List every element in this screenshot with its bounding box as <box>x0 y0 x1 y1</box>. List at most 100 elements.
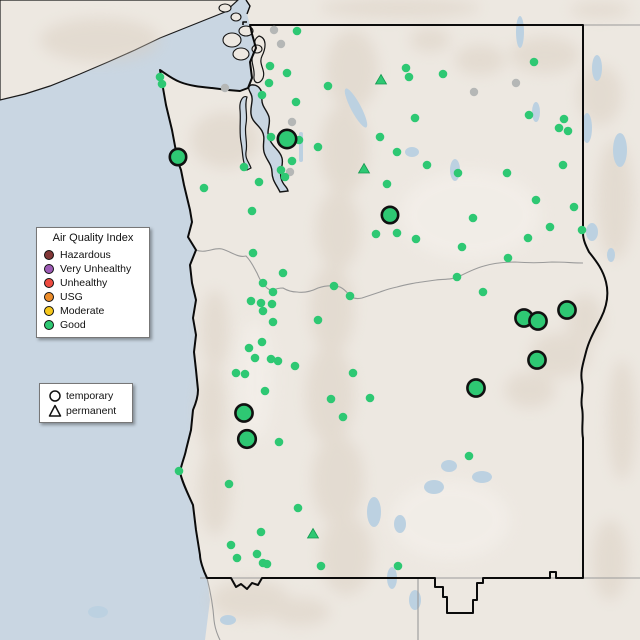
station-dot-good[interactable] <box>239 162 249 172</box>
station-dot-good[interactable] <box>411 234 421 244</box>
station-dot-good[interactable] <box>558 160 568 170</box>
station-dot-good[interactable] <box>240 369 250 379</box>
station-dot-good[interactable] <box>273 356 283 366</box>
station-dot-good[interactable] <box>257 337 267 347</box>
station-dot-good[interactable] <box>313 315 323 325</box>
station-dot-good[interactable] <box>410 113 420 123</box>
station-circle-temporary-good[interactable] <box>236 428 258 450</box>
station-dot-good[interactable] <box>268 317 278 327</box>
station-dot-no-data[interactable] <box>511 78 521 88</box>
station-dot-good[interactable] <box>264 78 274 88</box>
station-dot-good[interactable] <box>224 479 234 489</box>
station-triangle-permanent-good[interactable] <box>306 527 320 539</box>
station-dot-good[interactable] <box>157 79 167 89</box>
station-dot-good[interactable] <box>569 202 579 212</box>
station-dot-good[interactable] <box>563 126 573 136</box>
station-dot-good[interactable] <box>371 229 381 239</box>
station-dot-good[interactable] <box>266 132 276 142</box>
station-dot-good[interactable] <box>280 172 290 182</box>
station-dot-good[interactable] <box>345 291 355 301</box>
station-dot-good[interactable] <box>276 165 286 175</box>
station-dot-no-data[interactable] <box>287 117 297 127</box>
station-dot-good[interactable] <box>531 195 541 205</box>
station-dot-good[interactable] <box>174 466 184 476</box>
station-dot-good[interactable] <box>268 287 278 297</box>
station-dot-good[interactable] <box>554 123 564 133</box>
station-dot-good[interactable] <box>438 69 448 79</box>
station-circle-temporary-good[interactable] <box>276 128 298 150</box>
station-dot-good[interactable] <box>282 68 292 78</box>
station-dot-good[interactable] <box>247 206 257 216</box>
station-dot-good[interactable] <box>392 147 402 157</box>
station-dot-good[interactable] <box>244 343 254 353</box>
station-dot-good[interactable] <box>401 63 411 73</box>
station-dot-good[interactable] <box>252 549 262 559</box>
station-dot-no-data[interactable] <box>269 25 279 35</box>
station-dot-good[interactable] <box>258 278 268 288</box>
station-dot-good[interactable] <box>503 253 513 263</box>
station-dot-good[interactable] <box>338 412 348 422</box>
station-triangle-permanent-good[interactable] <box>357 162 371 174</box>
station-dot-good[interactable] <box>226 540 236 550</box>
station-dot-good[interactable] <box>464 451 474 461</box>
station-circle-temporary-good[interactable] <box>234 403 254 423</box>
station-dot-good[interactable] <box>257 90 267 100</box>
station-dot-good[interactable] <box>348 368 358 378</box>
station-dot-good[interactable] <box>287 156 297 166</box>
station-dot-good[interactable] <box>246 296 256 306</box>
station-dot-good[interactable] <box>262 559 272 569</box>
station-dot-good[interactable] <box>265 61 275 71</box>
station-dot-good[interactable] <box>523 233 533 243</box>
station-dot-good[interactable] <box>375 132 385 142</box>
station-dot-no-data[interactable] <box>469 87 479 97</box>
station-dot-good[interactable] <box>232 553 242 563</box>
station-dot-no-data[interactable] <box>276 39 286 49</box>
station-dot-good[interactable] <box>404 72 414 82</box>
station-dot-good[interactable] <box>250 353 260 363</box>
station-circle-temporary-good[interactable] <box>527 350 547 370</box>
station-dot-no-data[interactable] <box>220 83 230 93</box>
station-triangle-permanent-good[interactable] <box>374 73 388 85</box>
station-dot-good[interactable] <box>254 177 264 187</box>
station-dot-good[interactable] <box>248 248 258 258</box>
station-dot-good[interactable] <box>382 179 392 189</box>
station-dot-good[interactable] <box>256 298 266 308</box>
station-dot-good[interactable] <box>267 299 277 309</box>
station-dot-good[interactable] <box>457 242 467 252</box>
station-dot-good[interactable] <box>422 160 432 170</box>
station-circle-temporary-good[interactable] <box>168 147 188 167</box>
station-dot-good[interactable] <box>577 225 587 235</box>
station-dot-good[interactable] <box>392 228 402 238</box>
station-dot-good[interactable] <box>258 306 268 316</box>
station-dot-good[interactable] <box>199 183 209 193</box>
station-dot-good[interactable] <box>326 394 336 404</box>
station-dot-good[interactable] <box>231 368 241 378</box>
station-dot-good[interactable] <box>155 72 165 82</box>
station-dot-good[interactable] <box>524 110 534 120</box>
station-dot-good[interactable] <box>292 26 302 36</box>
station-dot-good[interactable] <box>323 81 333 91</box>
station-dot-good[interactable] <box>329 281 339 291</box>
station-dot-good[interactable] <box>468 213 478 223</box>
station-dot-good[interactable] <box>478 287 488 297</box>
station-dot-good[interactable] <box>256 527 266 537</box>
station-dot-good[interactable] <box>260 386 270 396</box>
station-dot-good[interactable] <box>291 97 301 107</box>
station-circle-temporary-good[interactable] <box>466 378 486 398</box>
station-dot-good[interactable] <box>452 272 462 282</box>
station-dot-good[interactable] <box>316 561 326 571</box>
station-dot-good[interactable] <box>502 168 512 178</box>
station-dot-good[interactable] <box>290 361 300 371</box>
station-dot-good[interactable] <box>365 393 375 403</box>
station-dot-good[interactable] <box>453 168 463 178</box>
station-circle-temporary-good[interactable] <box>528 311 548 331</box>
station-dot-good[interactable] <box>313 142 323 152</box>
station-dot-good[interactable] <box>559 114 569 124</box>
station-circle-temporary-good[interactable] <box>557 300 577 320</box>
station-dot-good[interactable] <box>278 268 288 278</box>
station-dot-good[interactable] <box>393 561 403 571</box>
station-dot-good[interactable] <box>545 222 555 232</box>
station-dot-good[interactable] <box>293 503 303 513</box>
station-circle-temporary-good[interactable] <box>380 205 400 225</box>
station-dot-good[interactable] <box>529 57 539 67</box>
